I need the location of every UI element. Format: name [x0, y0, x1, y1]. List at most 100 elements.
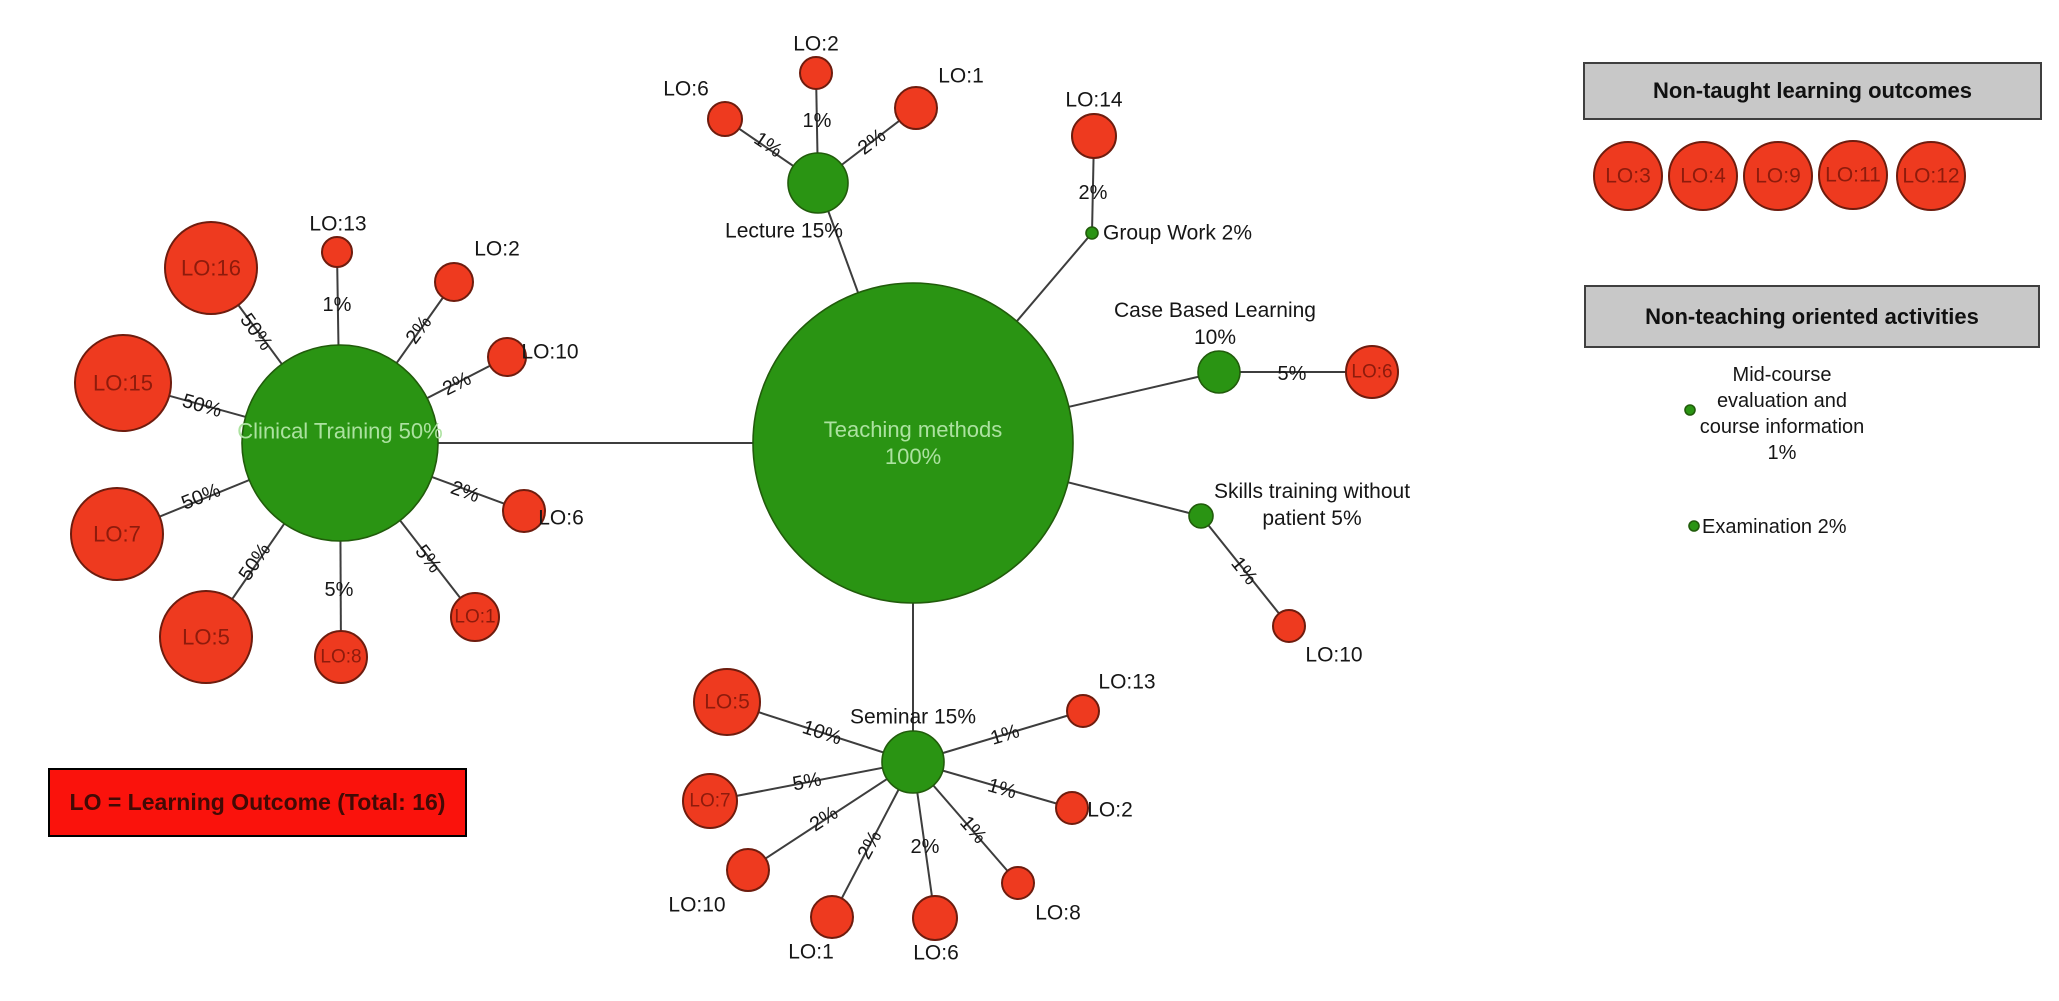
node-cbl-lo6: [1345, 345, 1399, 399]
label-sem-lo6: LO:6: [913, 942, 959, 965]
label-skills-2: patient 5%: [1262, 507, 1361, 530]
node-seminar: [881, 730, 945, 794]
label-nt-lo9: LO:9: [1755, 165, 1801, 188]
label-sem-lo10: LO:10: [668, 894, 725, 917]
node-cl-lo13: [321, 236, 353, 268]
label-lec-lo1: LO:1: [938, 65, 984, 88]
node-cl-lo5: [159, 590, 253, 684]
node-groupwork: [1085, 226, 1099, 240]
label-sem-lo5: LO:5: [704, 691, 750, 714]
node-sem-lo13: [1066, 694, 1100, 728]
node-nt-lo4: [1668, 141, 1738, 211]
node-lecture: [787, 152, 849, 214]
edge-label-seminar-sem-lo13: 1%: [988, 720, 1022, 750]
label-skills-1: Skills training without: [1214, 480, 1410, 503]
edge-label-groupwork-gw-lo14: 2%: [1079, 182, 1108, 204]
label-cl-lo8: LO:8: [320, 647, 361, 668]
label-nt-lo4: LO:4: [1680, 165, 1726, 188]
mid-course-note-line-1: Mid-course: [1732, 364, 1832, 386]
label-cl-lo1: LO:1: [454, 607, 495, 628]
edge-label-seminar-sem-lo6: 2%: [911, 836, 940, 858]
node-teaching: [752, 282, 1074, 604]
edge-label-seminar-sem-lo7: 5%: [791, 768, 824, 795]
node-cl-lo7: [70, 487, 164, 581]
edge-label-lecture-lec-lo1: 2%: [854, 124, 890, 159]
label-cl-lo2: LO:2: [474, 238, 520, 261]
node-sem-lo7: [682, 773, 738, 829]
node-nt-lo12: [1896, 141, 1966, 211]
node-cl-lo6: [502, 489, 546, 533]
node-lec-lo1: [894, 86, 938, 130]
label-cl-lo16: LO:16: [181, 256, 241, 281]
edge-label-seminar-sem-lo10: 2%: [806, 802, 842, 836]
non-teaching-activities-panel: Non-teaching oriented activities: [1584, 285, 2040, 348]
label-sem-lo13: LO:13: [1098, 671, 1155, 694]
non-taught-outcomes-panel: Non-taught learning outcomes: [1583, 62, 2042, 120]
label-sem-lo8: LO:8: [1035, 902, 1081, 925]
node-sem-lo5: [693, 668, 761, 736]
edge-label-seminar-sem-lo1: 2%: [854, 827, 887, 863]
edge-label-clinical-cl-lo15: 50%: [180, 390, 225, 422]
node-nt-lo9: [1743, 141, 1813, 211]
node-sem-lo1: [810, 895, 854, 939]
node-cl-lo10: [487, 337, 527, 377]
node-clinical: [241, 344, 439, 542]
label-cbl-lo6: LO:6: [1351, 362, 1392, 383]
label-gw-lo14: LO:14: [1065, 89, 1123, 112]
mid-course-note-line-2: evaluation and: [1716, 390, 1848, 412]
examination-note: Examination 2%: [1702, 516, 1847, 538]
label-seminar: Seminar 15%: [850, 706, 976, 729]
node-mid-dot: [1684, 404, 1696, 416]
node-cl-lo1: [450, 592, 500, 642]
node-sem-lo6: [912, 895, 958, 941]
node-cl-lo2: [434, 262, 474, 302]
label-cbl-1: Case Based Learning: [1114, 299, 1316, 322]
non-taught-panel-title: Non-taught learning outcomes: [1653, 78, 1972, 103]
edge-label-cbl-cbl-lo6: 5%: [1278, 363, 1307, 385]
edge-label-clinical-cl-lo8: 5%: [325, 579, 354, 601]
node-cl-lo8: [314, 630, 368, 684]
label-lec-lo2: LO:2: [793, 33, 839, 56]
node-sem-lo10: [726, 848, 770, 892]
mid-course-note-line-3: course information: [1699, 416, 1865, 438]
edge-label-clinical-cl-lo13: 1%: [323, 294, 352, 316]
edge-label-clinical-cl-lo6: 2%: [448, 477, 483, 508]
node-skills: [1188, 503, 1214, 529]
edge-skills-sk-lo10: [1200, 515, 1290, 627]
node-cl-lo15: [74, 334, 172, 432]
label-cl-lo7: LO:7: [93, 522, 141, 547]
node-lec-lo2: [799, 56, 833, 90]
label-cl-lo6: LO:6: [538, 507, 584, 530]
legend-text: LO = Learning Outcome (Total: 16): [69, 789, 446, 815]
node-cbl: [1197, 350, 1241, 394]
node-nt-lo3: [1593, 141, 1663, 211]
label-sem-lo1: LO:1: [788, 941, 834, 964]
mid-course-note: Mid-course evaluation and course informa…: [1662, 362, 1902, 466]
node-sk-lo10: [1272, 609, 1306, 643]
node-nt-lo11: [1818, 140, 1888, 210]
mid-course-note-line-4: 1%: [1767, 442, 1797, 464]
label-sem-lo7: LO:7: [689, 791, 730, 812]
label-cl-lo10: LO:10: [521, 341, 578, 364]
label-lec-lo6: LO:6: [663, 78, 709, 101]
edge-label-seminar-sem-lo2: 1%: [985, 774, 1019, 803]
node-sem-lo2: [1055, 791, 1089, 825]
node-cl-lo16: [164, 221, 258, 315]
node-exam-dot: [1688, 520, 1700, 532]
label-groupwork: Group Work 2%: [1103, 222, 1252, 245]
node-lec-lo6: [707, 101, 743, 137]
label-clinical: Clinical Training 50%: [237, 419, 442, 444]
label-nt-lo3: LO:3: [1605, 165, 1651, 188]
edge-label-seminar-sem-lo5: 10%: [800, 716, 845, 749]
node-gw-lo14: [1071, 113, 1117, 159]
label-cl-lo15: LO:15: [93, 371, 153, 396]
label-nt-lo12: LO:12: [1902, 165, 1959, 188]
label-cbl-2: 10%: [1194, 326, 1236, 349]
edge-seminar-sem-lo10: [747, 761, 914, 871]
edge-label-clinical-cl-lo7: 50%: [178, 479, 224, 514]
label-cl-lo13: LO:13: [309, 213, 366, 236]
edge-seminar-sem-lo7: [709, 761, 914, 802]
label-sem-lo2: LO:2: [1087, 799, 1133, 822]
